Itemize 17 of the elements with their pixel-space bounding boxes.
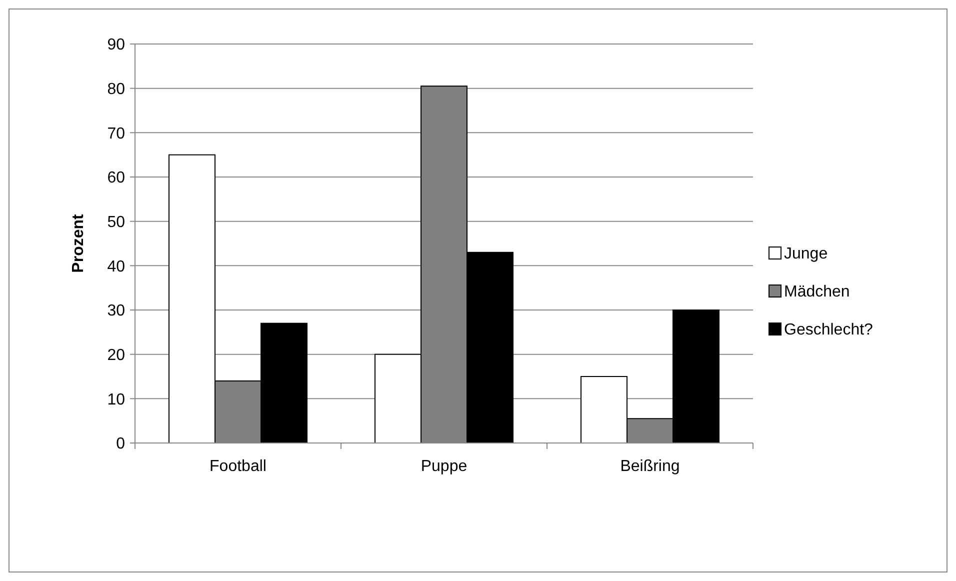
legend-label: Geschlecht? [784,322,874,339]
y-tick-label: 80 [107,80,126,98]
y-tick-label: 10 [107,391,126,408]
x-tick-label: Beißring [620,458,680,475]
y-tick-label: 0 [116,436,126,453]
y-axis-title: Prozent [70,213,87,273]
y-tick-label: 20 [107,346,126,364]
x-tick-label: Football [210,458,266,475]
x-tick-label: Puppe [420,458,468,475]
legend-label: Mädchen [784,284,850,301]
y-tick-label: 70 [107,125,126,142]
y-tick-label: 50 [107,214,126,231]
y-tick-label: 40 [107,258,126,276]
y-tick-label: 90 [107,36,126,54]
y-tick-label: 30 [107,302,126,320]
legend-label: Junge [784,246,828,263]
y-tick-label: 60 [107,170,126,187]
